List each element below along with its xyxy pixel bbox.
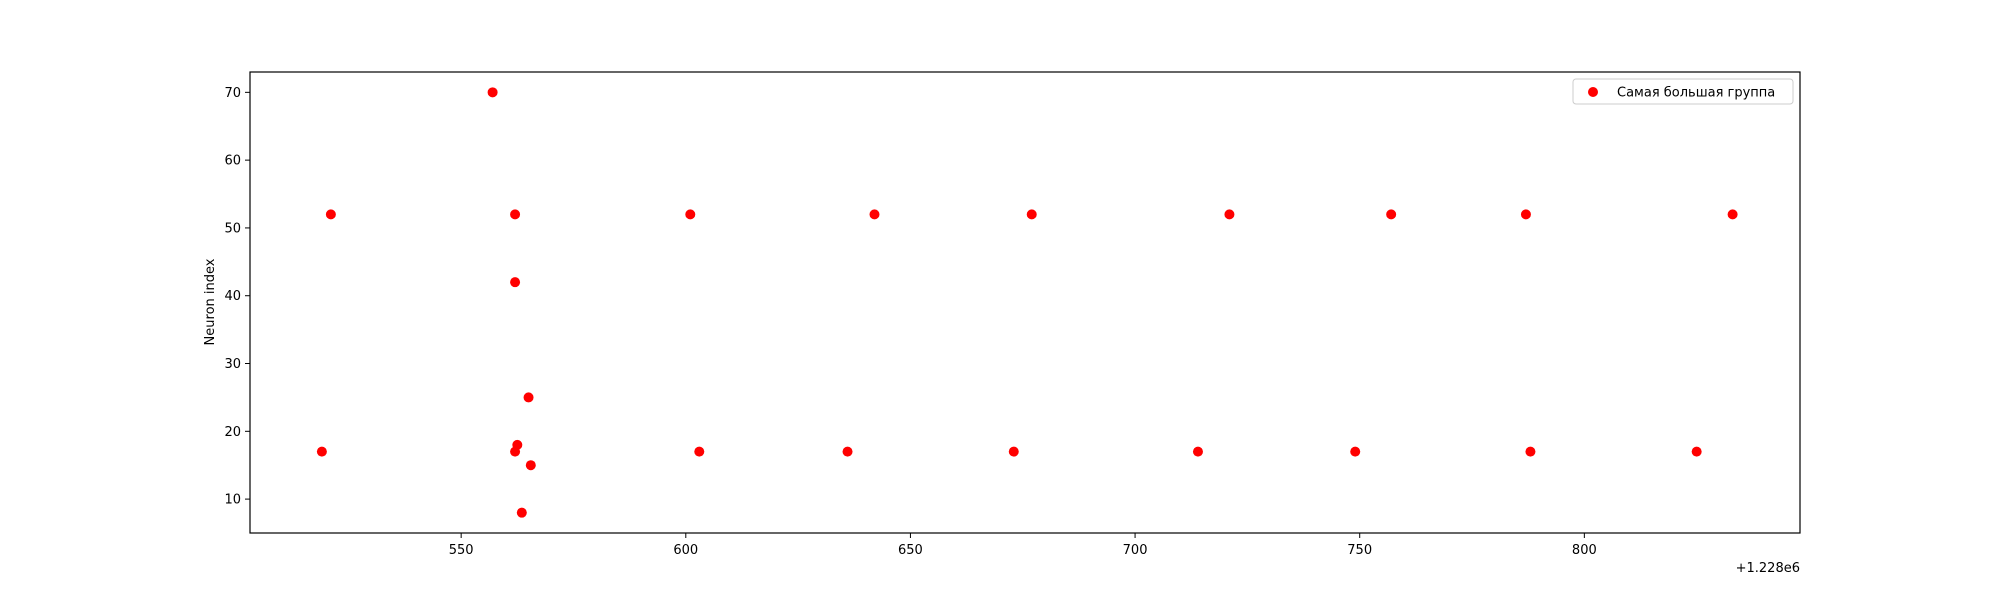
data-point bbox=[523, 392, 534, 403]
y-axis: 10 20 30 40 50 60 70 bbox=[224, 86, 250, 508]
legend: Самая большая группа bbox=[1572, 78, 1794, 105]
data-point bbox=[510, 446, 521, 457]
data-point bbox=[1008, 446, 1019, 457]
series-points bbox=[316, 87, 1738, 518]
data-point bbox=[510, 209, 521, 220]
data-point bbox=[516, 507, 527, 518]
data-point bbox=[694, 446, 705, 457]
x-tick-label: 750 bbox=[1347, 543, 1372, 558]
data-point bbox=[316, 446, 327, 457]
data-point bbox=[525, 460, 536, 471]
data-point bbox=[1727, 209, 1738, 220]
data-point bbox=[325, 209, 336, 220]
x-tick-label: 600 bbox=[673, 543, 698, 558]
legend-marker bbox=[1588, 87, 1598, 97]
x-offset-label: +1.228e6 bbox=[1736, 561, 1800, 576]
data-point bbox=[1026, 209, 1037, 220]
y-axis-label: Neuron index bbox=[203, 258, 218, 345]
x-tick-label: 800 bbox=[1572, 543, 1597, 558]
data-point bbox=[1691, 446, 1702, 457]
data-point bbox=[869, 209, 880, 220]
y-tick-label: 60 bbox=[224, 154, 241, 169]
y-tick-label: 70 bbox=[224, 86, 241, 101]
y-tick-label: 20 bbox=[224, 425, 241, 440]
legend-box bbox=[1572, 78, 1794, 105]
data-point bbox=[487, 87, 498, 98]
data-point bbox=[685, 209, 696, 220]
data-point bbox=[1386, 209, 1397, 220]
plot-frame bbox=[249, 71, 1801, 534]
y-tick-label: 50 bbox=[224, 221, 241, 236]
data-point bbox=[510, 277, 521, 288]
data-point bbox=[1350, 446, 1361, 457]
data-point bbox=[1224, 209, 1235, 220]
x-tick-label: 700 bbox=[1123, 543, 1148, 558]
data-point bbox=[842, 446, 853, 457]
data-point bbox=[1525, 446, 1536, 457]
x-axis: 550 600 650 700 750 800 bbox=[449, 533, 1597, 558]
data-point bbox=[1192, 446, 1203, 457]
legend-label: Самая большая группа bbox=[1617, 86, 1775, 101]
y-tick-label: 10 bbox=[224, 493, 241, 508]
y-tick-label: 40 bbox=[224, 289, 241, 304]
data-point bbox=[1520, 209, 1531, 220]
y-tick-label: 30 bbox=[224, 357, 241, 372]
x-tick-label: 550 bbox=[449, 543, 474, 558]
x-tick-label: 650 bbox=[898, 543, 923, 558]
